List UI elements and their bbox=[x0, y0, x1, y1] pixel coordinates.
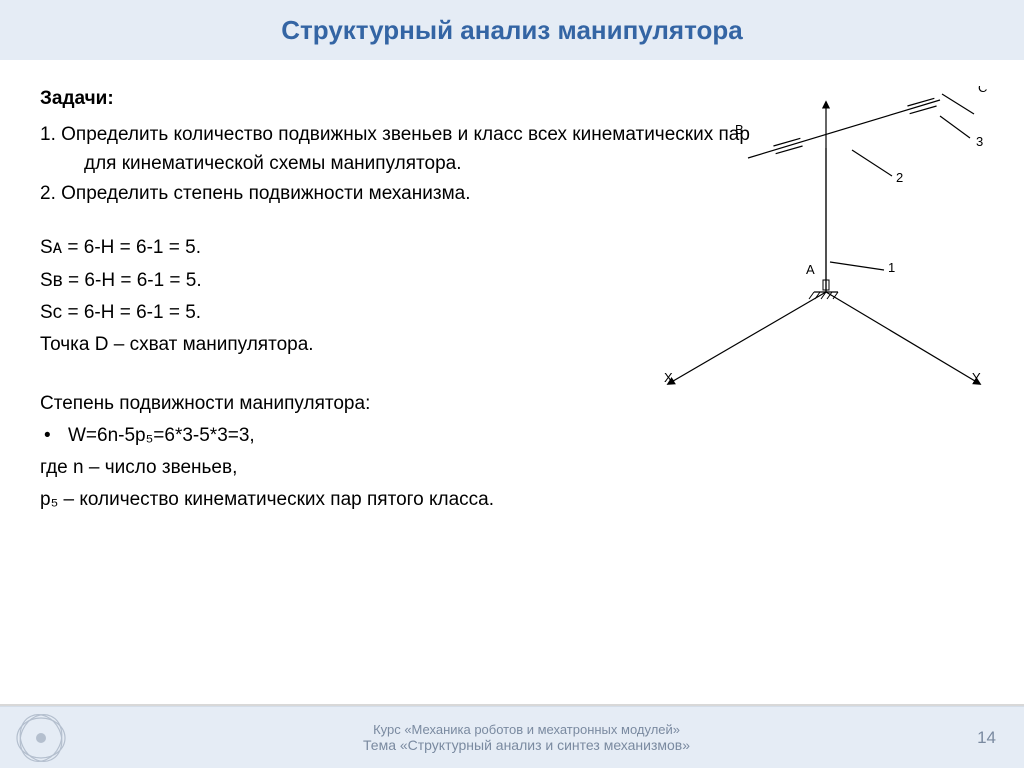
diagram-label-A: A bbox=[806, 262, 815, 277]
diagram-label-n2: 2 bbox=[896, 170, 903, 185]
title-bar: Структурный анализ манипулятора bbox=[0, 0, 1024, 60]
diagram-label-Y: Y bbox=[972, 370, 981, 385]
dof-formula-line: •W=6n-5p₅=6*3-5*3=3, bbox=[40, 420, 984, 452]
where-p5: p₅ – количество кинематических пар пятог… bbox=[40, 484, 984, 516]
university-logo-icon bbox=[6, 712, 76, 764]
diagram-label-X: X bbox=[664, 370, 673, 385]
slide: Структурный анализ манипулятора Задачи: … bbox=[0, 0, 1024, 768]
slide-title: Структурный анализ манипулятора bbox=[281, 15, 742, 46]
dof-formula: W=6n-5p₅=6*3-5*3=3, bbox=[68, 425, 255, 446]
diagram-label-n3: 3 bbox=[976, 134, 983, 149]
footer-center: Курс «Механика роботов и мехатронных мод… bbox=[76, 722, 977, 753]
footer-course: Курс «Механика роботов и мехатронных мод… bbox=[76, 722, 977, 737]
diagram-label-n1: 1 bbox=[888, 260, 895, 275]
diagram-label-B: B bbox=[735, 122, 744, 137]
point-d-note: Точка D – схват манипулятора. bbox=[40, 334, 314, 355]
kinematic-diagram: B C A X Y 1 2 3 bbox=[640, 86, 1000, 416]
diagram-label-C: C bbox=[978, 86, 987, 95]
footer: Курс «Механика роботов и мехатронных мод… bbox=[0, 706, 1024, 768]
page-number: 14 bbox=[977, 728, 1024, 748]
footer-topic: Тема «Структурный анализ и синтез механи… bbox=[76, 737, 977, 753]
where-n: где n – число звеньев, bbox=[40, 452, 984, 484]
